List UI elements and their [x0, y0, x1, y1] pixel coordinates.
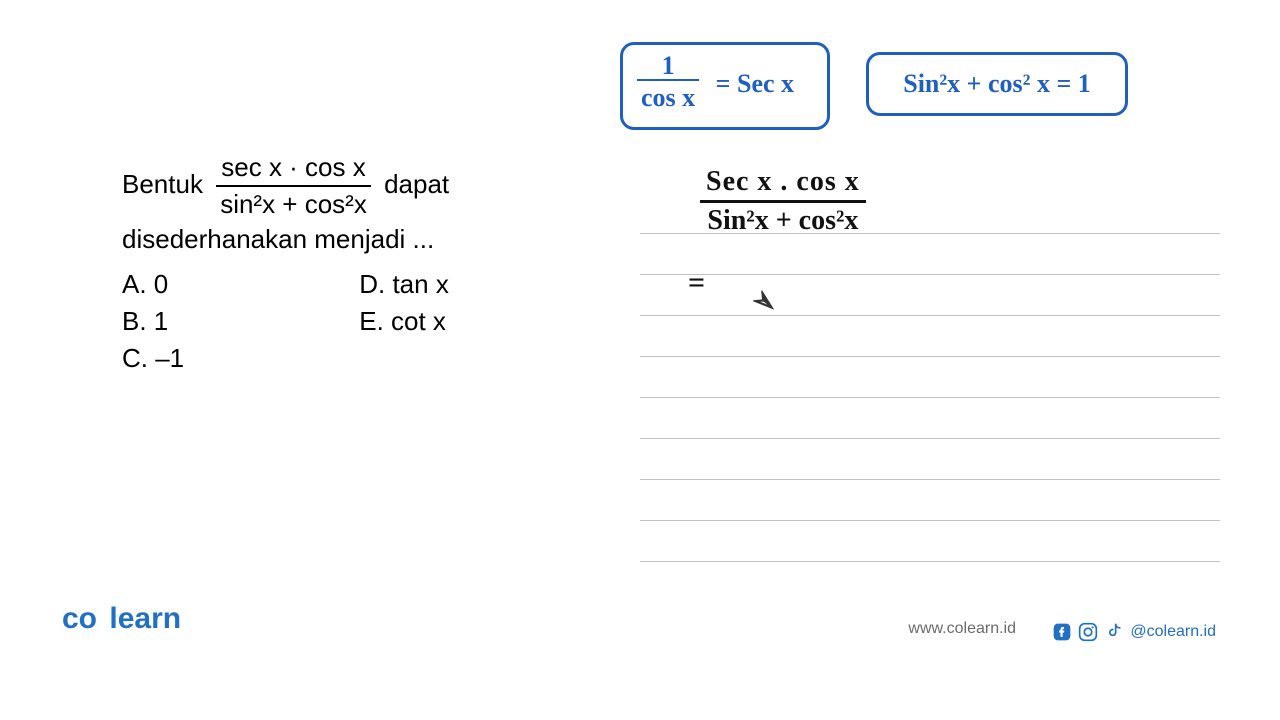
- brand-learn: learn: [109, 602, 181, 635]
- option-a: A. 0: [122, 267, 352, 302]
- brand-logo: co learn: [62, 602, 181, 635]
- option-e: E. cot x: [359, 304, 449, 339]
- work-frac-den: Sin²x + cos²x: [700, 203, 866, 237]
- notebook-lines: [640, 194, 1220, 574]
- option-d: D. tan x: [359, 267, 449, 302]
- identity-box-sec: 1 cos x = Sec x: [620, 42, 830, 130]
- work-equals: =: [688, 266, 705, 300]
- footer-handle: @colearn.id: [1130, 623, 1216, 641]
- work-frac-num: Sec x . cos x: [700, 166, 866, 203]
- instagram-icon: [1078, 622, 1098, 642]
- rule1-rhs: = Sec x: [716, 69, 794, 98]
- whiteboard-canvas: 1 cos x = Sec x Sin²x + cos² x = 1 Bentu…: [0, 0, 1280, 720]
- identity-box-pythagorean: Sin²x + cos² x = 1: [866, 52, 1128, 116]
- rule2-text: Sin²x + cos² x = 1: [903, 69, 1091, 99]
- option-c: C. –1: [122, 341, 352, 376]
- problem-frac-den: sin²x + cos²x: [216, 187, 371, 222]
- facebook-icon: [1052, 622, 1072, 642]
- footer-url: www.colearn.id: [908, 620, 1016, 638]
- frac-num: 1: [637, 53, 699, 81]
- frac-den: cos x: [637, 81, 699, 115]
- problem-statement: Bentuk sec x · cos x sin²x + cos²x dapat…: [122, 150, 552, 379]
- handwriting-work-area: Sec x . cos x Sin²x + cos²x = ➣: [640, 160, 1220, 580]
- footer: co learn www.colearn.id @colearn.id: [62, 602, 1216, 642]
- problem-fraction: sec x · cos x sin²x + cos²x: [216, 150, 371, 222]
- option-b: B. 1: [122, 304, 352, 339]
- fraction-1-over-cosx: 1 cos x: [637, 53, 699, 115]
- problem-lead: Bentuk: [122, 169, 203, 199]
- answer-options: A. 0 B. 1 C. –1 D. tan x E. cot x: [122, 265, 552, 378]
- problem-frac-num: sec x · cos x: [216, 150, 371, 187]
- work-fraction: Sec x . cos x Sin²x + cos²x: [700, 166, 866, 237]
- brand-co: co: [62, 602, 97, 635]
- problem-line1: Bentuk sec x · cos x sin²x + cos²x dapat: [122, 150, 552, 222]
- footer-social: @colearn.id: [1052, 622, 1216, 642]
- problem-line2: disederhanakan menjadi ...: [122, 222, 552, 257]
- problem-trail: dapat: [384, 169, 449, 199]
- tiktok-icon: [1104, 622, 1124, 642]
